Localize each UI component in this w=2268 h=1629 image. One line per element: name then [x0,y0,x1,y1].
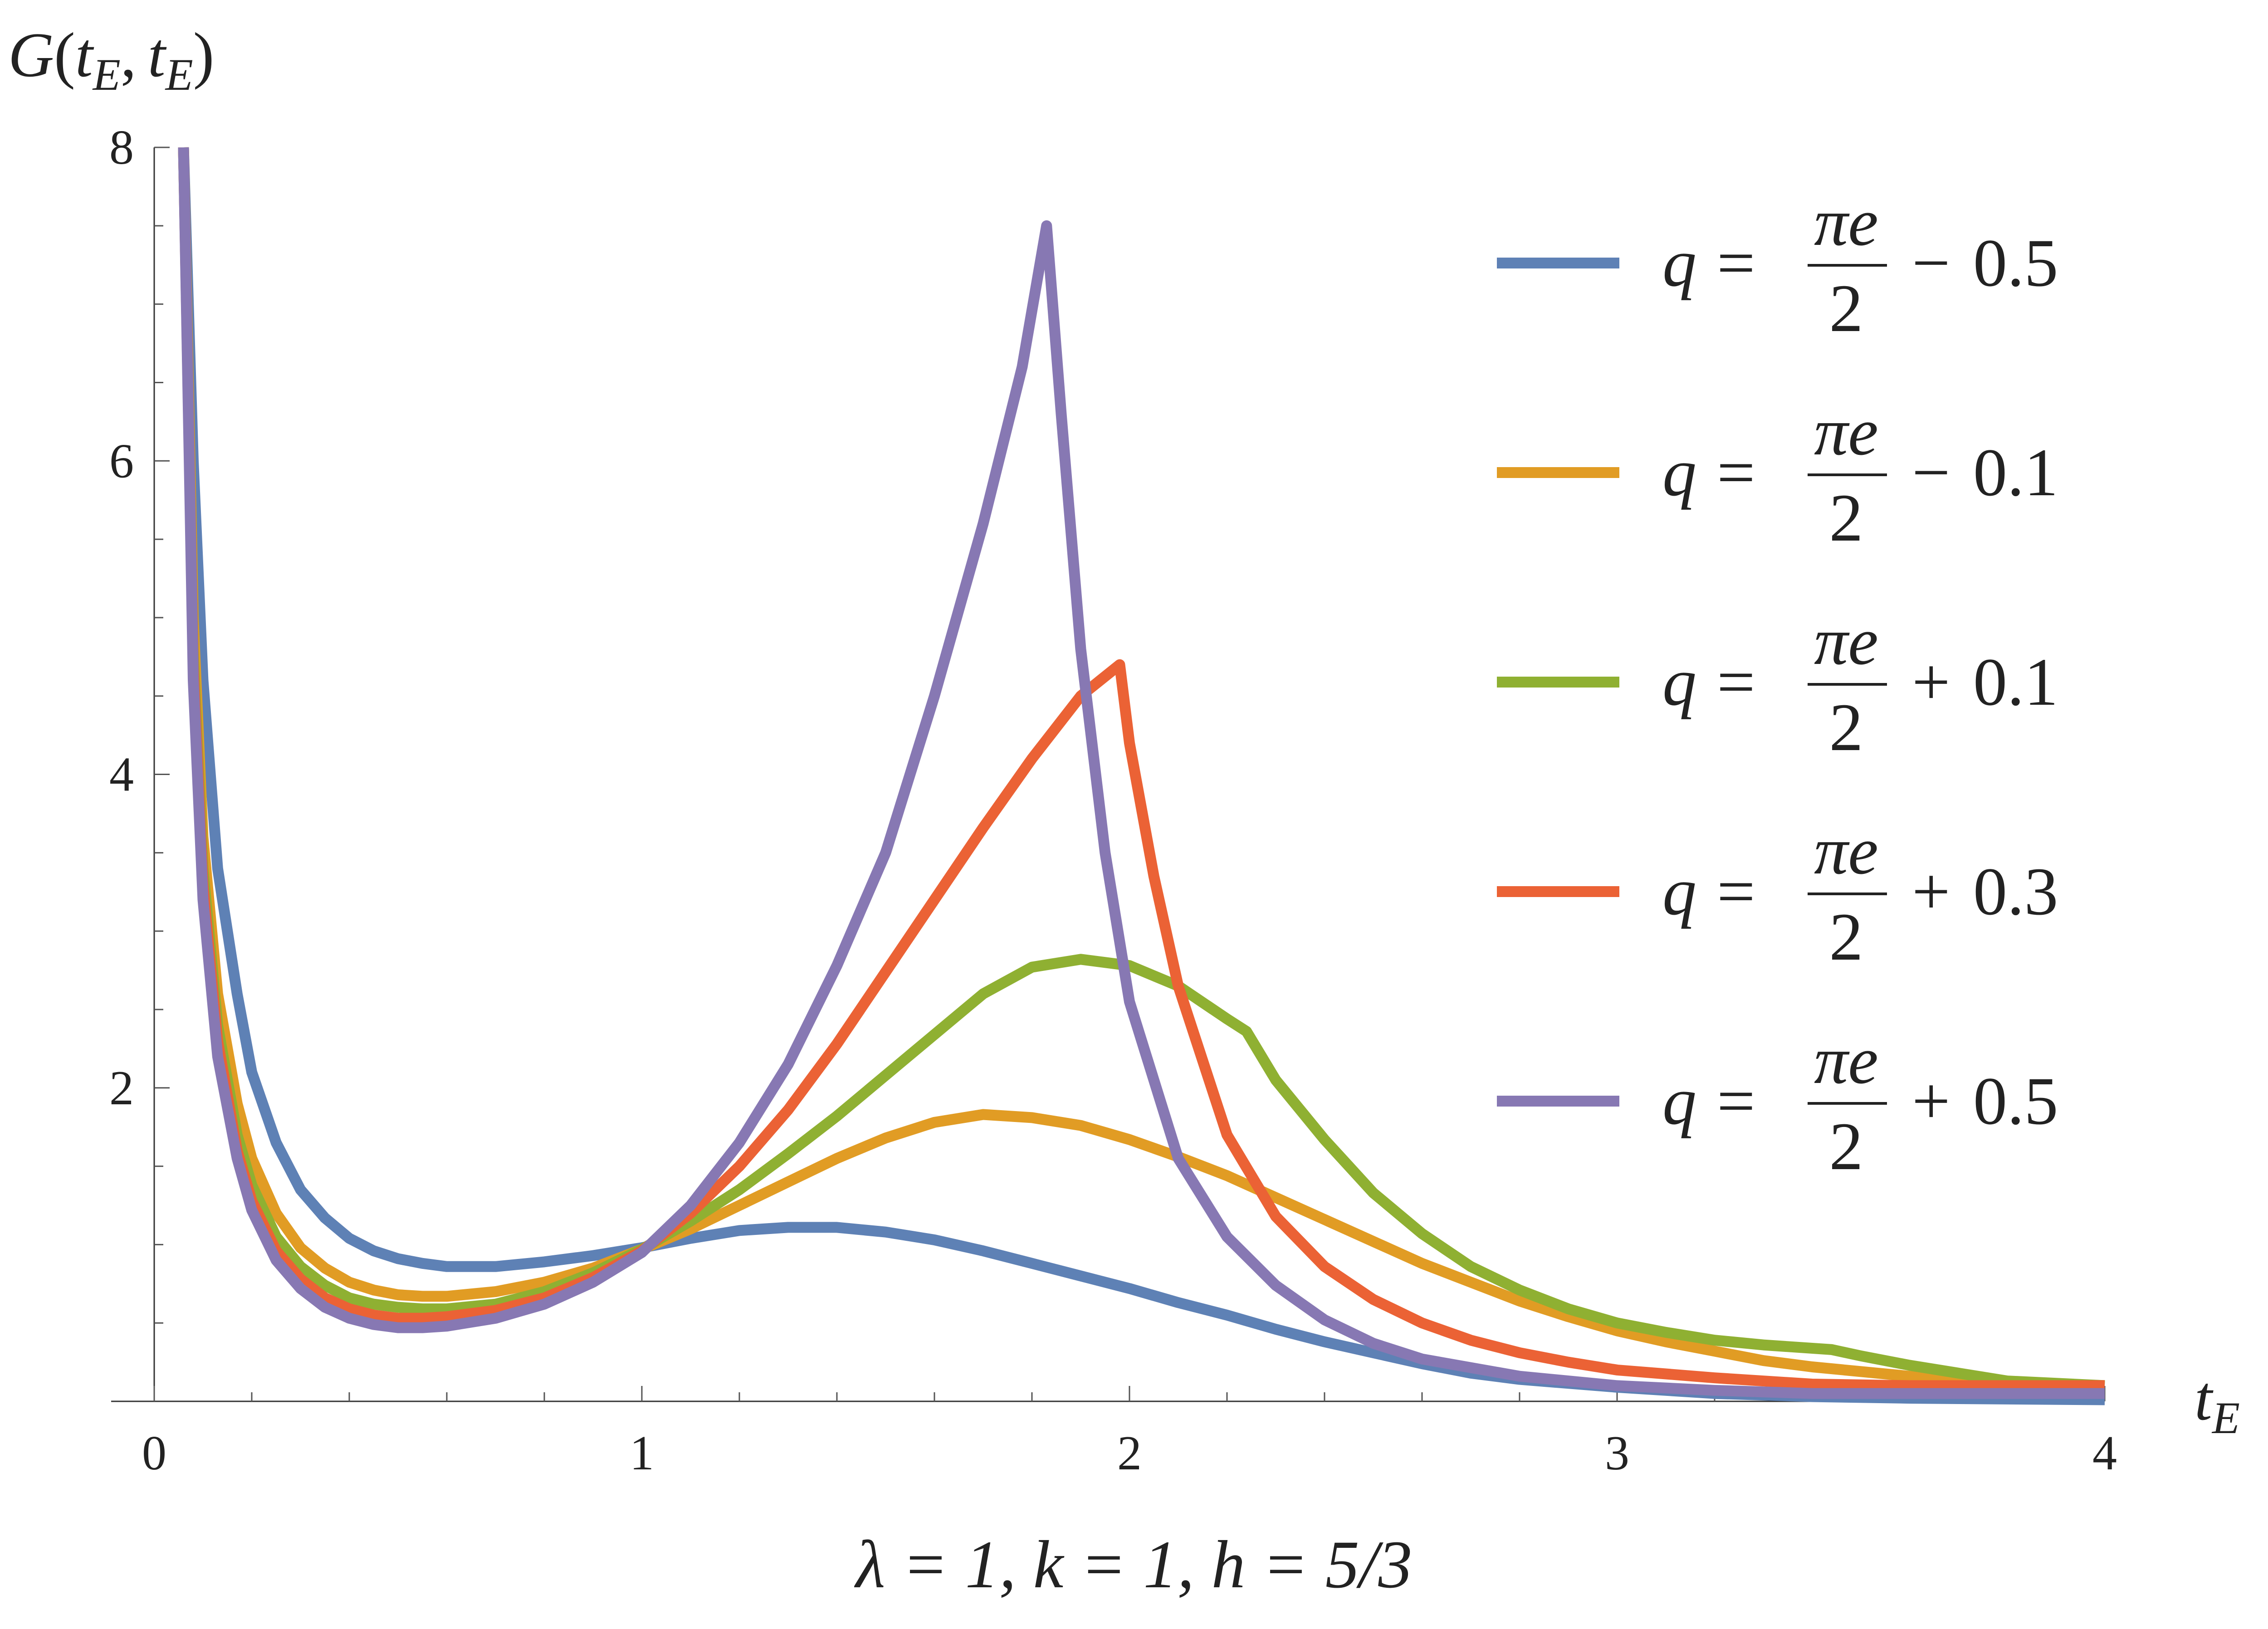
legend-value: 0.1 [1973,435,2058,510]
legend-numerator: πe [1814,1023,1878,1098]
legend-operator: − [1912,435,1950,510]
legend-denominator: 2 [1829,1109,1863,1184]
legend-denominator: 2 [1829,690,1863,765]
tick-marks [153,146,2106,1401]
legend-item: q = πe 2− 0.1 [1497,394,2058,556]
series-line-3 [178,147,2105,1391]
legend-q: q [1662,225,1696,301]
series-line-4 [178,147,2105,1391]
legend-item: q = πe 2 + 0.5 [1497,1023,2058,1184]
legend-q: q [1662,854,1696,929]
legend-equals: = [1717,1063,1755,1139]
x-tick-label: 4 [2092,1426,2117,1480]
legend: q =πe2− 0.5q =πe2− 0.1q =πe2+ 0.1q =πe2+ 0.3q =πe… [1497,185,2058,1184]
legend-operator: + [1912,854,1950,929]
legend-value: 0.5 [1973,1063,2058,1139]
legend-equals: = [1717,435,1755,510]
legend-q: q [1662,1063,1696,1139]
legend-operator: + [1912,644,1950,720]
legend-value: 0.5 [1973,225,2058,301]
legend-equals: = [1717,644,1755,720]
legend-denominator: 2 [1829,899,1863,975]
y-tick-label: 4 [109,748,134,802]
series-line-5 [178,147,2105,1399]
legend-numerator: πe [1814,604,1878,679]
y-tick-label: 8 [109,121,134,175]
y-tick-label: 6 [109,434,134,488]
legend-numerator: πe [1814,394,1878,469]
series-line-2 [178,147,2105,1391]
chart-caption: λ = 1, k = 1, h = 5/3 [854,1527,1413,1602]
series-line-1 [178,147,2105,1405]
legend-operator: + [1912,1063,1950,1139]
legend-denominator: 2 [1829,271,1863,346]
x-tick-label: 2 [1117,1426,1142,1480]
legend-operator: − [1912,225,1950,301]
legend-numerator: πe [1814,813,1878,888]
legend-value: 0.3 [1973,854,2058,929]
x-axis-label: tE [2195,1363,2240,1443]
tick-labels: 0 1 2 3 4 2 4 6 8 [109,121,2117,1480]
y-axis-label: G(tE, tE) [8,20,214,100]
x-tick-label: 1 [630,1426,654,1480]
legend-item: q = πe 2 + 0.1 [1497,604,2058,765]
legend-value: 0.1 [1973,644,2058,720]
legend-item: q = πe 2− 0.5 [1497,185,2058,346]
series-lines [178,147,2105,1405]
legend-numerator: πe [1814,185,1878,260]
legend-q: q [1662,644,1696,720]
legend-denominator: 2 [1829,480,1863,556]
x-tick-label: 0 [142,1426,166,1480]
x-tick-label: 3 [1605,1426,1629,1480]
legend-equals: = [1717,854,1755,929]
legend-equals: = [1717,225,1755,301]
y-tick-label: 2 [109,1061,134,1115]
legend-item: q = πe 2 + 0.3 [1497,813,2058,975]
legend-q: q [1662,435,1696,510]
